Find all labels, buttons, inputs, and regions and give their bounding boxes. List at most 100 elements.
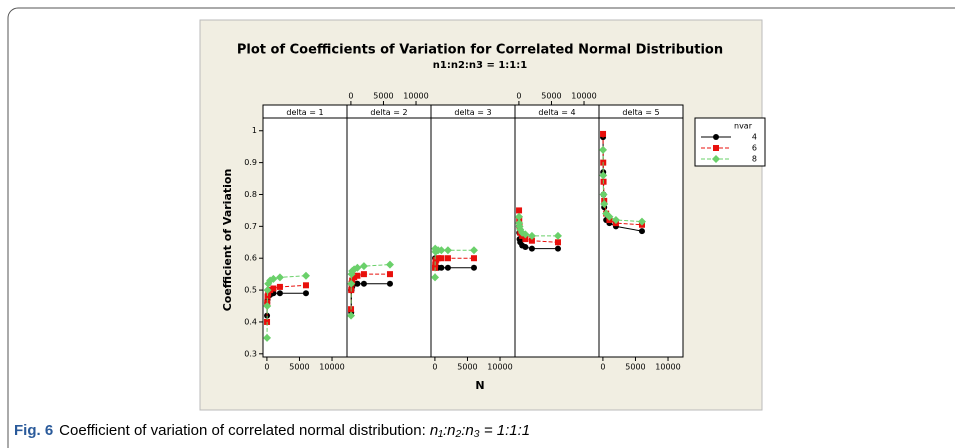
point [470, 264, 477, 271]
x-tick-label: 0 [264, 363, 269, 372]
point [553, 231, 562, 240]
point [600, 130, 607, 137]
point [302, 282, 309, 289]
point [599, 171, 608, 180]
point [263, 333, 272, 342]
y-tick-label: 0.3 [244, 349, 257, 358]
y-tick-label: 0.4 [244, 317, 257, 326]
point [269, 274, 278, 283]
point [386, 271, 393, 278]
point [263, 302, 272, 311]
x-tick-label: 5000 [289, 363, 309, 372]
legend-label: 6 [752, 144, 757, 153]
x-tick-label: 5000 [625, 363, 645, 372]
point [611, 215, 620, 224]
point [360, 280, 367, 287]
point [528, 237, 535, 244]
point [349, 277, 356, 284]
x-tick-label: 5000 [373, 92, 393, 101]
point [522, 244, 529, 251]
y-tick-label: 0.9 [244, 158, 257, 167]
x-axis-label: N [475, 379, 484, 392]
point [276, 283, 283, 290]
point [354, 280, 361, 287]
point [600, 200, 609, 209]
point [301, 271, 310, 280]
point [264, 293, 271, 300]
y-tick-label: 0.5 [244, 286, 257, 295]
point [444, 255, 451, 262]
y-tick-label: 0.6 [244, 254, 257, 263]
point [554, 239, 561, 246]
point [431, 273, 440, 282]
point [347, 279, 356, 288]
x-tick-label: 10000 [403, 92, 428, 101]
x-tick-label: 0 [432, 363, 437, 372]
y-tick-label: 0.7 [244, 222, 257, 231]
legend-marker [712, 155, 720, 163]
legend-title: nvar [734, 122, 753, 131]
x-tick-label: 10000 [319, 363, 344, 372]
point [435, 255, 442, 262]
panel-title: delta = 1 [286, 108, 323, 117]
caption-text: Coefficient of variation of correlated n… [59, 422, 430, 439]
caption-label: Fig. 6 [14, 422, 53, 439]
point [276, 290, 283, 297]
chart-title: Plot of Coefficients of Variation for Co… [237, 43, 723, 58]
point [528, 245, 535, 252]
legend-marker [713, 134, 719, 140]
legend-box [694, 117, 766, 167]
panel-title: delta = 5 [622, 108, 659, 117]
point [470, 255, 477, 262]
y-tick-label: 1 [252, 126, 257, 135]
chart-subtitle: n1:n2:n3 = 1:1:1 [433, 60, 527, 71]
legend-label: 4 [752, 133, 757, 142]
point [302, 290, 309, 297]
caption: Fig. 6 Coefficient of variation of correl… [14, 422, 530, 439]
point [353, 263, 362, 272]
point [516, 207, 523, 214]
point [637, 217, 646, 226]
y-tick-label: 0.8 [244, 190, 257, 199]
point [437, 246, 446, 255]
x-tick-label: 10000 [655, 363, 680, 372]
point [638, 228, 645, 235]
point [438, 264, 445, 271]
x-tick-label: 5000 [457, 363, 477, 372]
point [385, 260, 394, 269]
panel-title: delta = 4 [538, 108, 575, 117]
point [351, 274, 358, 281]
point [469, 246, 478, 255]
point [354, 272, 361, 279]
x-tick-label: 5000 [541, 92, 561, 101]
point [359, 262, 368, 271]
x-tick-label: 10000 [571, 92, 596, 101]
x-tick-label: 10000 [487, 363, 512, 372]
point [444, 264, 451, 271]
x-tick-label: 0 [348, 92, 353, 101]
point [599, 145, 608, 154]
point [360, 271, 367, 278]
point [347, 311, 356, 320]
caption-math: n₁:n₂:n₃ = 1:1:1 [430, 422, 530, 439]
point [522, 236, 529, 243]
legend-label: 8 [752, 155, 757, 164]
panel-title: delta = 2 [370, 108, 407, 117]
point [515, 212, 524, 221]
x-tick-label: 0 [516, 92, 521, 101]
point [554, 245, 561, 252]
point [275, 273, 284, 282]
figure-frame [7, 7, 955, 448]
point [386, 280, 393, 287]
panel-title: delta = 3 [454, 108, 491, 117]
plot-area [262, 104, 684, 358]
point [270, 285, 277, 292]
point [521, 230, 530, 239]
point [443, 246, 452, 255]
point [438, 255, 445, 262]
x-tick-label: 0 [600, 363, 605, 372]
point [263, 286, 272, 295]
point [527, 231, 536, 240]
point [605, 212, 614, 221]
